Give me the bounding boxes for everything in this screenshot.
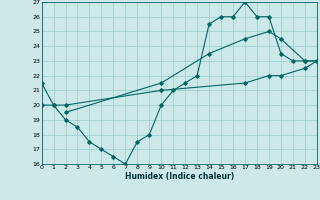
- X-axis label: Humidex (Indice chaleur): Humidex (Indice chaleur): [124, 172, 234, 181]
